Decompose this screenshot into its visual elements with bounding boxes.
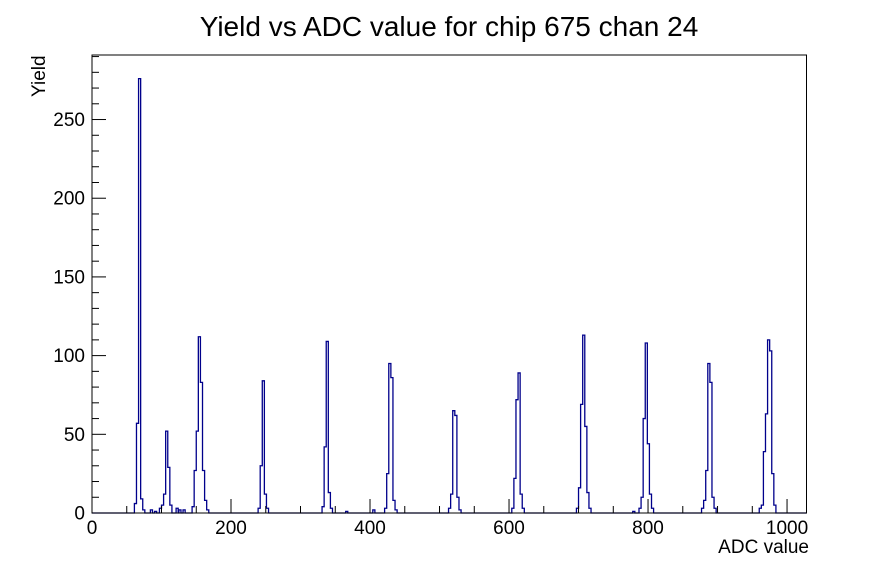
y-tick-label: 50 (64, 425, 85, 446)
y-tick-label: 250 (53, 110, 85, 131)
x-tick-label: 800 (632, 518, 664, 539)
y-tick-label: 0 (74, 504, 85, 525)
x-tick-label: 600 (493, 518, 525, 539)
plot-area: 0 200 400 600 800 1000 0 50 100 150 200 250 (53, 54, 808, 539)
x-axis-title: ADC value (718, 537, 809, 558)
y-axis-title: Yield (29, 55, 50, 97)
x-tick-label: 200 (215, 518, 247, 539)
plot-frame (91, 54, 807, 514)
x-tick-label: 400 (354, 518, 386, 539)
x-tick-label: 1000 (766, 518, 808, 539)
histogram-line (92, 77, 807, 514)
y-tick-label: 200 (53, 189, 85, 210)
y-tick-label: 150 (53, 267, 85, 288)
y-tick-label: 100 (53, 346, 85, 367)
chart-title: Yield vs ADC value for chip 675 chan 24 (200, 11, 699, 42)
x-tick-label: 0 (87, 518, 98, 539)
